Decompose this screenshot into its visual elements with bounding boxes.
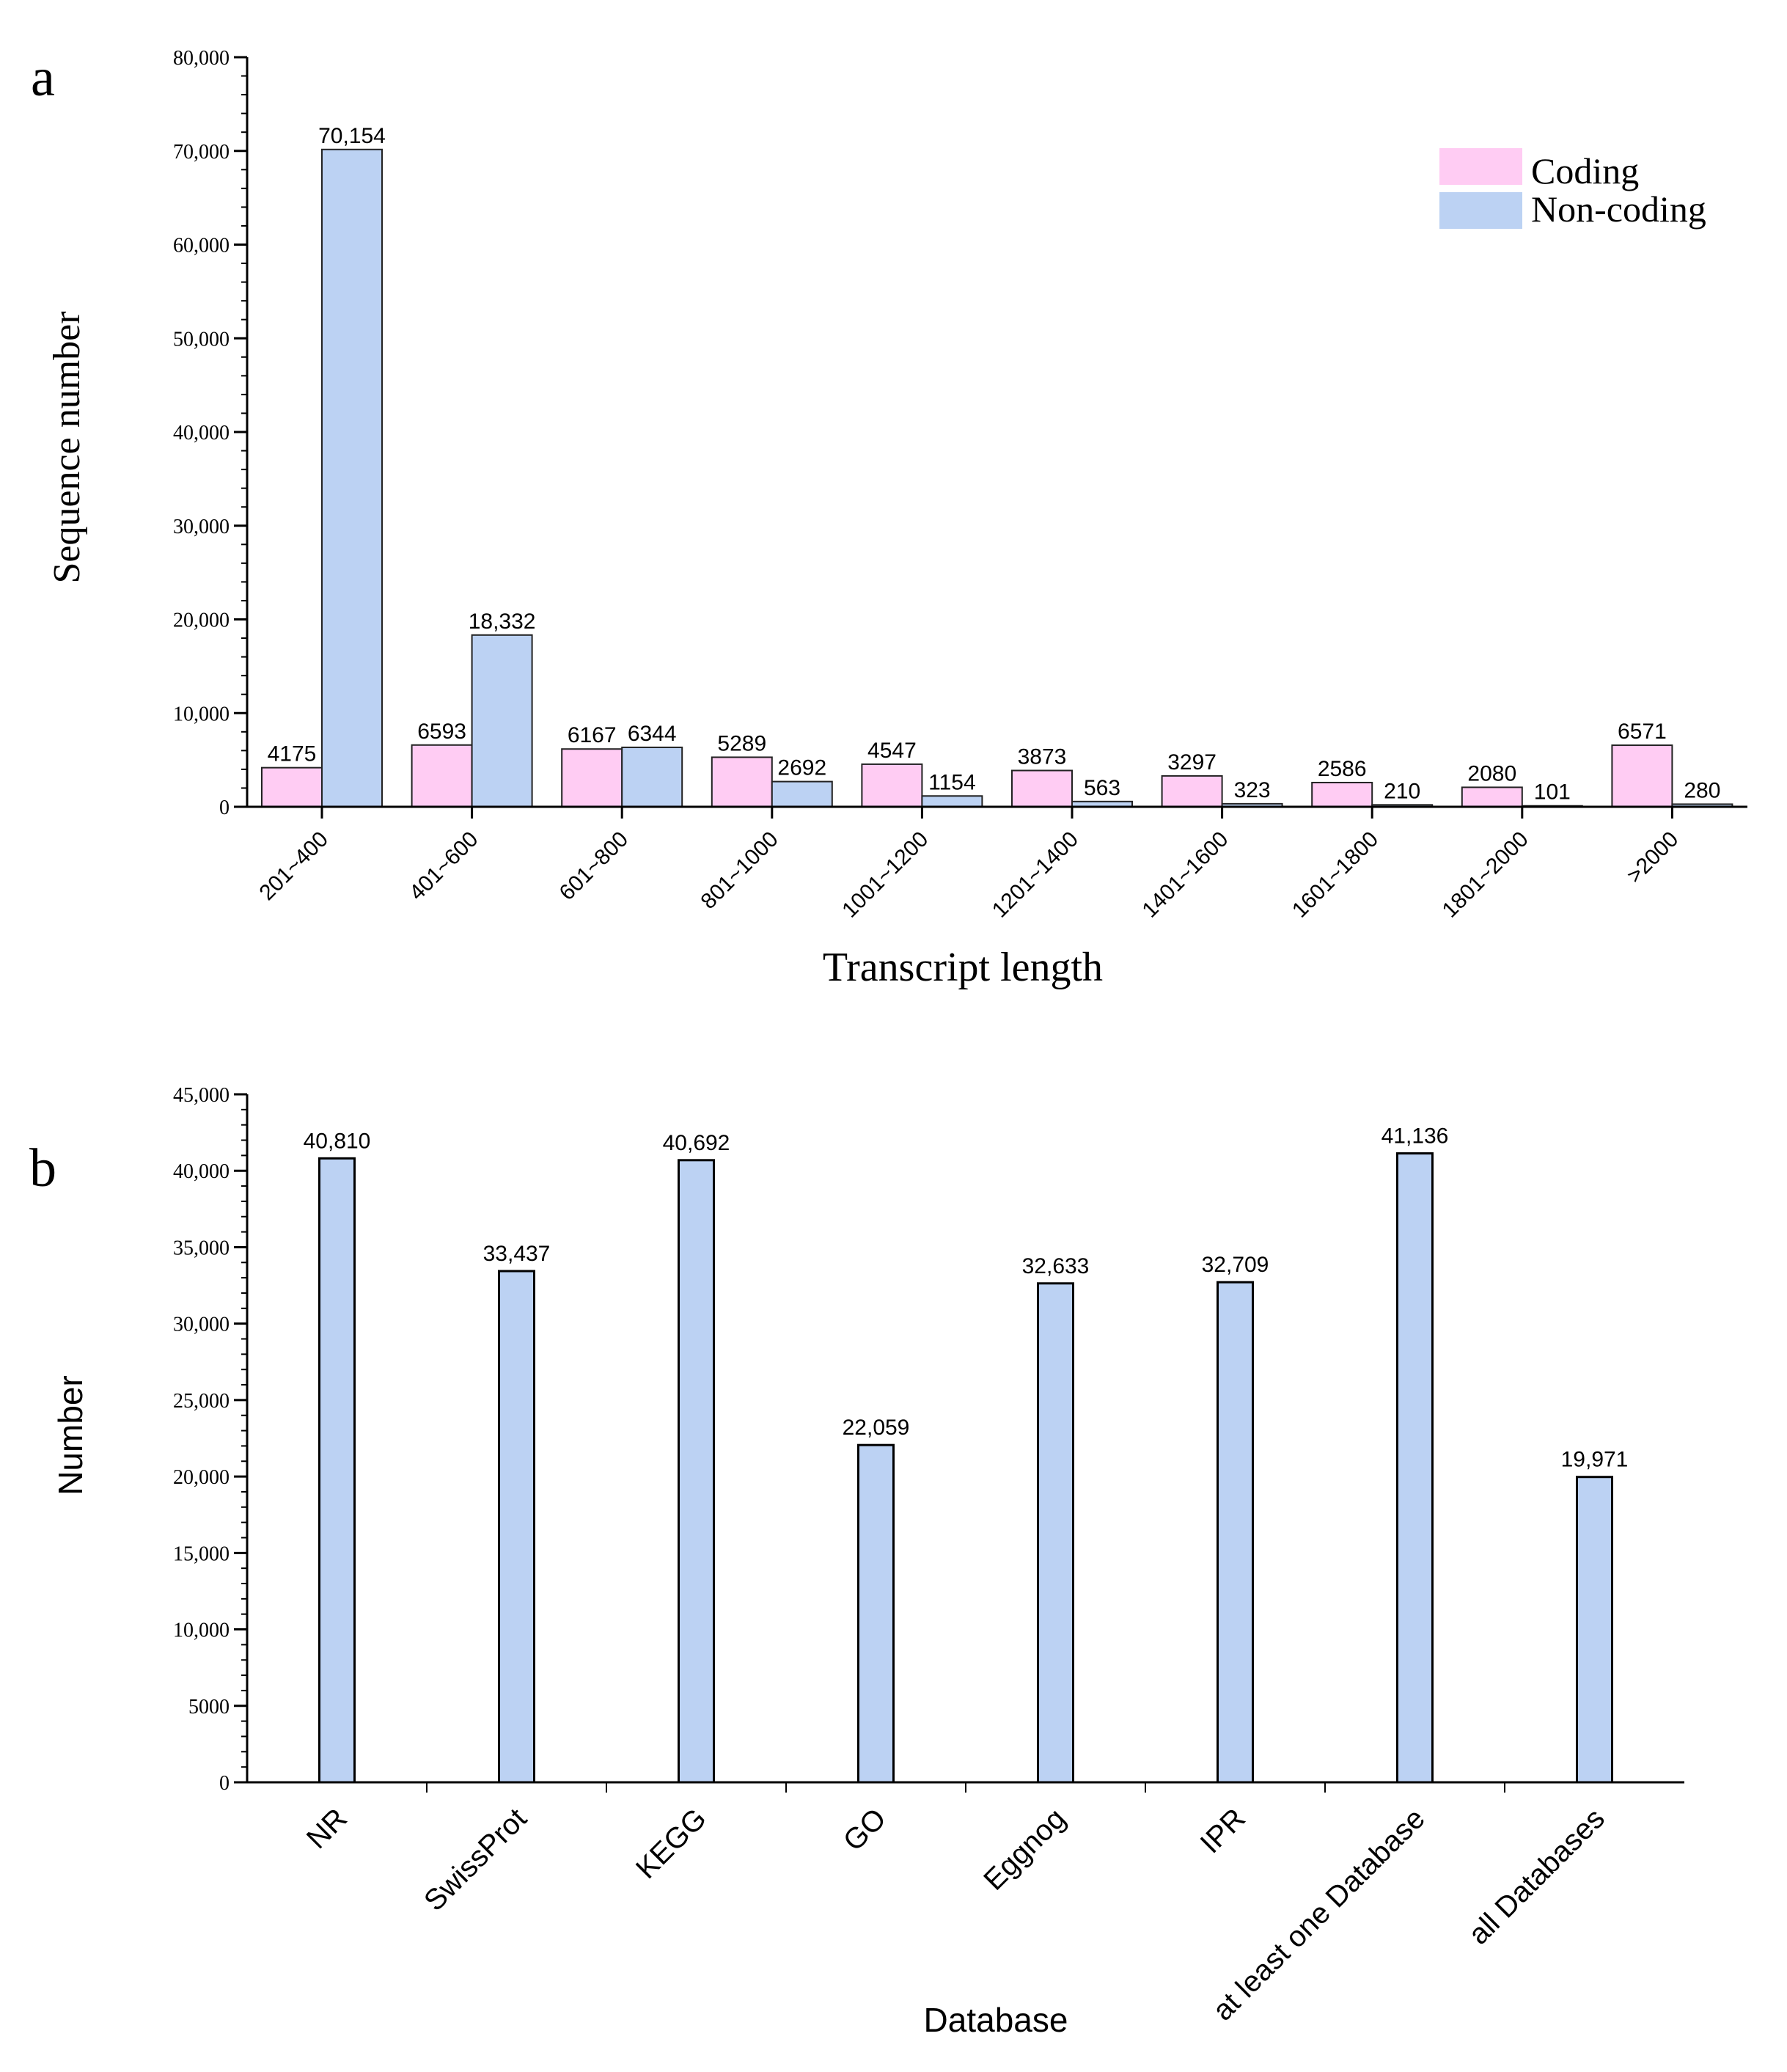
- bar-coding: [1611, 744, 1673, 808]
- bar-value-label: 40,810: [304, 1129, 371, 1153]
- y-tick-label: 5000: [188, 1696, 230, 1718]
- bar-value-label: 6593: [417, 720, 466, 744]
- panel-a-bars: [261, 148, 1733, 808]
- bar-coding: [1461, 786, 1523, 808]
- panel-b-y-axis-label: Number: [51, 1375, 89, 1496]
- bar-value-label: 6167: [568, 723, 617, 747]
- bar-value-label: 2080: [1467, 761, 1516, 786]
- y-tick-label: 20,000: [173, 609, 230, 632]
- bar-value-label: 2692: [777, 756, 826, 780]
- bar-value-label: 3297: [1167, 750, 1217, 775]
- legend-label-coding: Coding: [1531, 150, 1639, 191]
- bar-value-label: 5289: [717, 731, 766, 755]
- bar-database: [498, 1270, 535, 1784]
- y-tick-label: 80,000: [173, 47, 230, 70]
- bar-database: [678, 1159, 715, 1784]
- y-tick-label: 50,000: [173, 328, 230, 351]
- bar-value-label: 2586: [1318, 757, 1367, 781]
- bar-database: [1037, 1282, 1074, 1784]
- panel-a-y-axis-label: Sequence number: [46, 311, 88, 583]
- bar-database: [857, 1443, 895, 1784]
- bar-value-label: 280: [1684, 778, 1720, 802]
- panel-b-letter: b: [29, 1138, 56, 1198]
- bar-database: [1576, 1476, 1613, 1784]
- bar-coding: [1311, 781, 1373, 808]
- bar-value-label: 6344: [628, 722, 677, 746]
- panel-a-legend: Coding Non-coding: [1439, 148, 1706, 230]
- bar-database: [318, 1157, 356, 1784]
- y-tick-label: 0: [219, 1772, 230, 1795]
- bar-database: [1396, 1152, 1434, 1784]
- panel-a-x-axis-label: Transcript length: [823, 945, 1103, 990]
- bar-value-label: 101: [1534, 780, 1571, 805]
- y-tick-label: 30,000: [173, 1314, 230, 1336]
- bar-value-label: 40,692: [663, 1131, 730, 1155]
- bar-value-label: 563: [1084, 776, 1120, 800]
- legend-label-noncoding: Non-coding: [1531, 188, 1706, 230]
- panel-a-value-labels: 4175 70,154 6593 18,332 6167 6344 5289 2692 4547…: [268, 124, 1721, 805]
- y-tick-label: 0: [219, 797, 230, 819]
- bar-noncoding: [621, 746, 683, 808]
- y-tick-label: 30,000: [173, 516, 230, 538]
- y-tick-label: 45,000: [173, 1084, 230, 1107]
- bar-coding: [561, 748, 623, 808]
- bar-value-label: 32,633: [1022, 1254, 1090, 1278]
- bar-value-label: 1154: [928, 770, 976, 794]
- bar-value-label: 6571: [1618, 720, 1667, 744]
- bar-coding: [1161, 775, 1223, 808]
- bar-value-label: 4175: [268, 742, 317, 766]
- y-tick-label: 60,000: [173, 235, 230, 257]
- bar-value-label: 19,971: [1561, 1448, 1629, 1472]
- y-tick-label: 70,000: [173, 141, 230, 164]
- bar-coding: [261, 766, 323, 808]
- bar-noncoding: [471, 634, 533, 808]
- bar-noncoding: [771, 780, 833, 808]
- panel-b-x-axis-label: Database: [924, 2001, 1068, 2039]
- bar-value-label: 323: [1234, 778, 1271, 802]
- y-tick-label: 40,000: [173, 1160, 230, 1183]
- panel-a-letter: a: [31, 48, 55, 108]
- y-tick-label: 20,000: [173, 1466, 230, 1489]
- bar-value-label: 210: [1384, 779, 1420, 803]
- bar-value-label: 22,059: [843, 1416, 910, 1440]
- y-tick-label: 10,000: [173, 703, 230, 725]
- bar-value-label: 33,437: [483, 1242, 551, 1266]
- bar-noncoding: [921, 795, 983, 808]
- bar-value-label: 4547: [867, 739, 917, 763]
- y-tick-label: 35,000: [173, 1237, 230, 1259]
- bar-value-label: 3873: [1018, 745, 1067, 769]
- bar-coding: [861, 763, 923, 808]
- panel-b-bars: [318, 1152, 1613, 1784]
- y-tick-label: 25,000: [173, 1390, 230, 1413]
- bar-database: [1217, 1281, 1254, 1784]
- y-tick-label: 10,000: [173, 1619, 230, 1642]
- y-tick-label: 40,000: [173, 422, 230, 444]
- bar-noncoding: [321, 148, 383, 808]
- bar-value-label: 70,154: [318, 124, 386, 148]
- bar-coding: [1011, 769, 1073, 808]
- bar-value-label: 32,709: [1202, 1253, 1269, 1277]
- bar-coding: [411, 744, 473, 808]
- panel-b-y-axis-ticks: 0 5000 10,000 15,000 20,000 25,000 30,000 35,00…: [173, 1084, 247, 1795]
- legend-swatch-coding: [1439, 148, 1522, 185]
- legend-swatch-noncoding: [1439, 192, 1522, 229]
- y-tick-label: 15,000: [173, 1542, 230, 1565]
- bar-coding: [711, 756, 773, 808]
- bar-value-label: 41,136: [1381, 1124, 1449, 1149]
- panel-b-value-labels: 40,810 33,437 40,692 22,059 32,633 32,709 41,1…: [304, 1124, 1629, 1472]
- bar-value-label: 18,332: [469, 609, 536, 634]
